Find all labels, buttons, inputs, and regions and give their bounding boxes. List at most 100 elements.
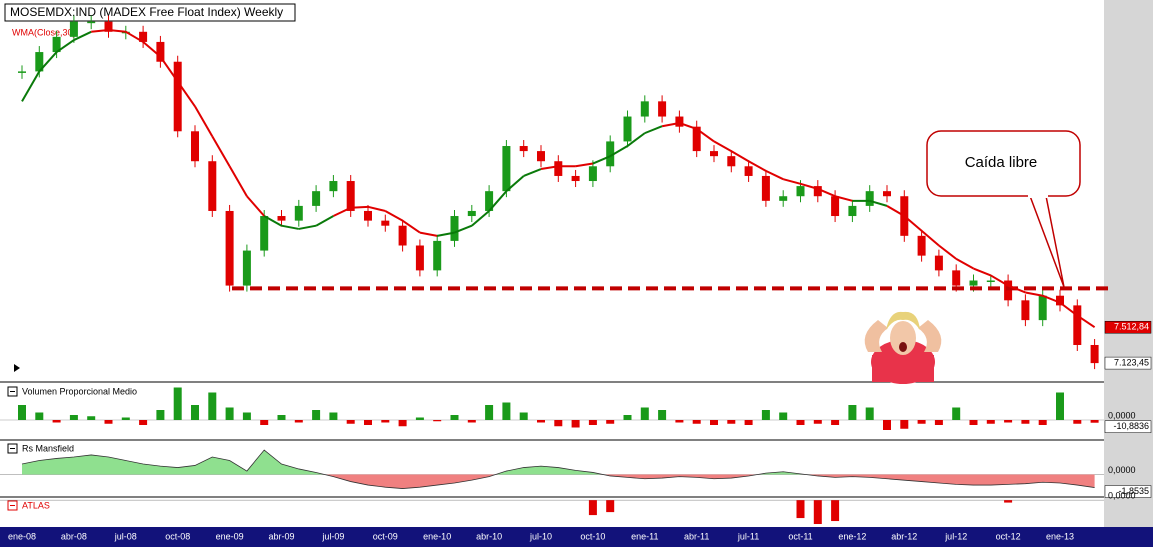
panel-title: ATLAS — [22, 500, 50, 510]
price-axis-column — [1104, 0, 1153, 527]
bar — [900, 420, 909, 429]
bar — [606, 500, 615, 513]
y-tick-label: 0,0000 — [1108, 410, 1136, 420]
bar — [710, 420, 718, 425]
wma-line — [800, 182, 819, 190]
candle — [1073, 305, 1082, 345]
wma-line — [56, 39, 75, 53]
candle — [969, 280, 978, 286]
date-axis-bar — [0, 527, 1153, 547]
wma-line — [108, 28, 126, 33]
x-tick-label: oct-08 — [165, 531, 190, 541]
price-value-label: 7.123,45 — [1114, 357, 1149, 367]
last-value-label: -10,8836 — [1113, 421, 1149, 431]
wma-line — [91, 28, 109, 33]
wma-line — [575, 162, 594, 168]
bar — [277, 415, 286, 420]
wma-line — [1076, 314, 1096, 329]
last-value-label: -1,8535 — [1118, 486, 1149, 496]
wma-value-label: 7.512,84 — [1114, 322, 1149, 332]
wma-line — [298, 224, 317, 230]
wma-line — [609, 145, 629, 158]
bar — [848, 405, 857, 420]
candle — [606, 141, 615, 167]
wma-line — [886, 205, 905, 217]
bar — [139, 420, 148, 425]
bar — [779, 412, 788, 420]
wma-line — [176, 80, 196, 107]
candle — [502, 146, 511, 192]
bar — [1004, 420, 1013, 423]
wma-line — [142, 41, 162, 58]
bar — [883, 420, 891, 430]
bar — [1038, 420, 1047, 425]
candle — [710, 151, 718, 157]
candle — [1090, 344, 1099, 364]
candle — [18, 71, 26, 73]
candle — [52, 36, 61, 53]
wma-line — [281, 224, 299, 230]
bar — [675, 420, 684, 423]
bar — [467, 420, 476, 423]
wma-line — [505, 175, 525, 192]
candle — [831, 196, 840, 217]
bar — [1073, 420, 1082, 424]
candle — [537, 151, 545, 162]
bar — [433, 420, 442, 422]
candle — [87, 21, 96, 24]
y-tick-label: 0,0000 — [1108, 491, 1136, 501]
x-tick-label: ene-12 — [838, 531, 866, 541]
bar — [537, 420, 545, 423]
wma-line — [540, 165, 559, 171]
wma-value-label-box — [1104, 320, 1152, 334]
bar — [1090, 420, 1099, 423]
candle — [69, 21, 78, 37]
wma-line — [21, 70, 41, 102]
wma-line — [263, 215, 282, 227]
candle — [1038, 295, 1047, 321]
wma-line — [384, 210, 404, 222]
bar — [1004, 500, 1013, 503]
bar — [156, 410, 165, 420]
candle — [640, 101, 649, 117]
bar — [554, 420, 563, 427]
candle — [883, 191, 891, 197]
candle — [986, 280, 995, 283]
bar — [692, 420, 701, 424]
bar — [986, 420, 995, 424]
wma-line — [332, 206, 352, 217]
wma-line — [920, 230, 940, 247]
wma-line — [765, 169, 784, 181]
bar — [502, 402, 511, 420]
area-positive — [22, 450, 1095, 475]
x-tick-label: abr-08 — [61, 531, 87, 541]
bar — [242, 412, 251, 420]
wma-line — [38, 51, 58, 73]
candle — [934, 255, 943, 271]
x-tick-label: oct-12 — [996, 531, 1021, 541]
bar — [104, 420, 113, 424]
chart-title: MOSEMDX:IND (MADEX Free Float Index) Wee… — [10, 5, 283, 19]
bar — [225, 407, 234, 420]
wma-line — [315, 215, 334, 227]
bar — [52, 420, 61, 423]
bar — [208, 392, 217, 420]
candle — [329, 181, 338, 192]
title-box — [4, 3, 296, 22]
wma-line — [817, 187, 836, 198]
bar — [121, 417, 130, 420]
candle — [519, 146, 528, 152]
wma-line — [367, 205, 386, 212]
candle — [191, 131, 199, 162]
woman-illustration — [864, 311, 942, 384]
marks: ene-08 abr-08 jul-08 oct-08 ene-09 abr-09 jul-… — [0, 15, 1152, 541]
price-value-label-box — [1104, 356, 1152, 370]
wma-line — [73, 30, 92, 41]
panel-header: Volumen Proporcional Medio Rs Mansfield … — [7, 386, 137, 511]
bar — [35, 412, 44, 420]
candle — [1021, 300, 1030, 321]
wma-line — [903, 215, 923, 232]
x-tick-label: abr-12 — [891, 531, 917, 541]
last-value-label-box — [1104, 420, 1152, 433]
bar — [398, 420, 407, 427]
